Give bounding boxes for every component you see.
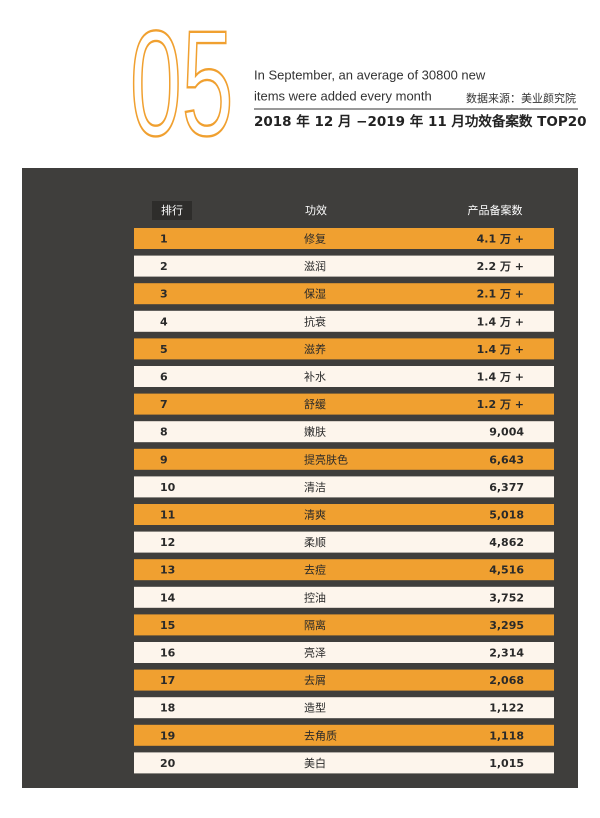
effect: 造型 [304,701,326,715]
effect: 补水 [304,371,326,384]
effect: 亮泽 [304,646,326,660]
table-row [134,697,554,719]
effect: 修复 [304,232,326,246]
table-row [134,559,554,581]
table-row [134,642,554,663]
table-row [134,283,554,305]
count: 3,752 [489,591,524,604]
column-header: 产品备案数 [468,203,523,217]
table-row [134,476,554,498]
rank: 5 [160,343,168,356]
rank: 16 [160,647,176,660]
table-row [134,393,554,415]
rank: 12 [160,536,175,549]
rank: 17 [160,674,175,687]
count: 1.4 万 + [477,343,524,356]
table: 排行 功效 产品备案数 1 修复 4.1 万 + 2 滋润 2.2 万 + 3 保湿 2.1 万 + 4… [134,201,554,774]
table-row [134,724,554,746]
effect: 去屑 [304,674,326,687]
rank: 11 [160,509,175,522]
number-group: 05 [129,0,234,168]
rank: 18 [160,702,175,715]
column-header: 排行 [161,203,183,217]
count: 1,122 [489,702,524,715]
table-row [134,310,554,332]
table-row [134,366,554,387]
source: 数据来源：美业颜究院 [466,91,576,105]
count: 9,004 [489,426,524,439]
effect: 去痘 [304,563,326,577]
column-header: 功效 [305,203,327,217]
table-row [134,448,554,470]
count: 4,516 [489,564,524,577]
effect: 舒缓 [304,397,326,411]
big-number: 05 [130,0,233,167]
effect: 隔离 [304,618,326,632]
table-row [134,752,554,774]
effect: 清爽 [304,509,326,522]
table-row [134,228,554,249]
count: 1.4 万 + [477,371,524,384]
subtitle-line: In September, an average of 30800 new [254,67,486,82]
count: 4,862 [489,536,524,549]
effect: 滋养 [304,342,326,356]
subtitle-line: items were added every month [254,88,432,103]
rank: 2 [160,260,168,273]
effect: 抗衰 [304,314,326,328]
title: 2018 年 12 月 −2019 年 11 月功效备案数 TOP20 [254,113,587,130]
table-row [134,338,554,360]
rank: 20 [160,757,176,770]
count: 5,018 [489,509,524,522]
rank: 10 [160,481,176,494]
effect: 去角质 [304,729,337,742]
count: 6,643 [489,453,524,466]
effect: 美白 [304,756,326,770]
count: 1,118 [489,729,524,742]
count: 3,295 [489,619,524,632]
rank: 15 [160,619,175,632]
count: 2,314 [489,647,524,660]
table-row [134,504,554,525]
effect: 提亮肤色 [304,452,348,466]
count: 4.1 万 + [477,233,524,246]
rank: 7 [160,398,168,411]
rank: 1 [160,233,168,246]
effect: 嫩肤 [304,425,326,439]
rank: 8 [160,426,168,439]
rank: 14 [160,591,176,604]
count: 1.2 万 + [477,398,524,411]
count: 2,068 [489,674,524,687]
effect: 清洁 [304,481,326,494]
table-row [134,669,554,691]
table-row [134,255,554,277]
count: 1.4 万 + [477,315,524,328]
header-cell [152,201,192,220]
count: 2.2 万 + [477,260,524,273]
effect: 控油 [304,590,326,604]
rank: 4 [160,315,168,328]
rank: 13 [160,564,175,577]
count: 2.1 万 + [477,288,524,301]
table-row [134,421,554,443]
table-row [134,586,554,608]
rank: 3 [160,288,168,301]
effect: 滋润 [304,259,326,273]
rank: 9 [160,453,168,466]
table-row [134,531,554,553]
effect: 柔顺 [304,536,326,549]
count: 1,015 [489,757,524,770]
rank: 19 [160,729,175,742]
rank: 6 [160,371,168,384]
table-row [134,614,554,636]
effect: 保湿 [304,287,326,301]
count: 6,377 [489,481,524,494]
